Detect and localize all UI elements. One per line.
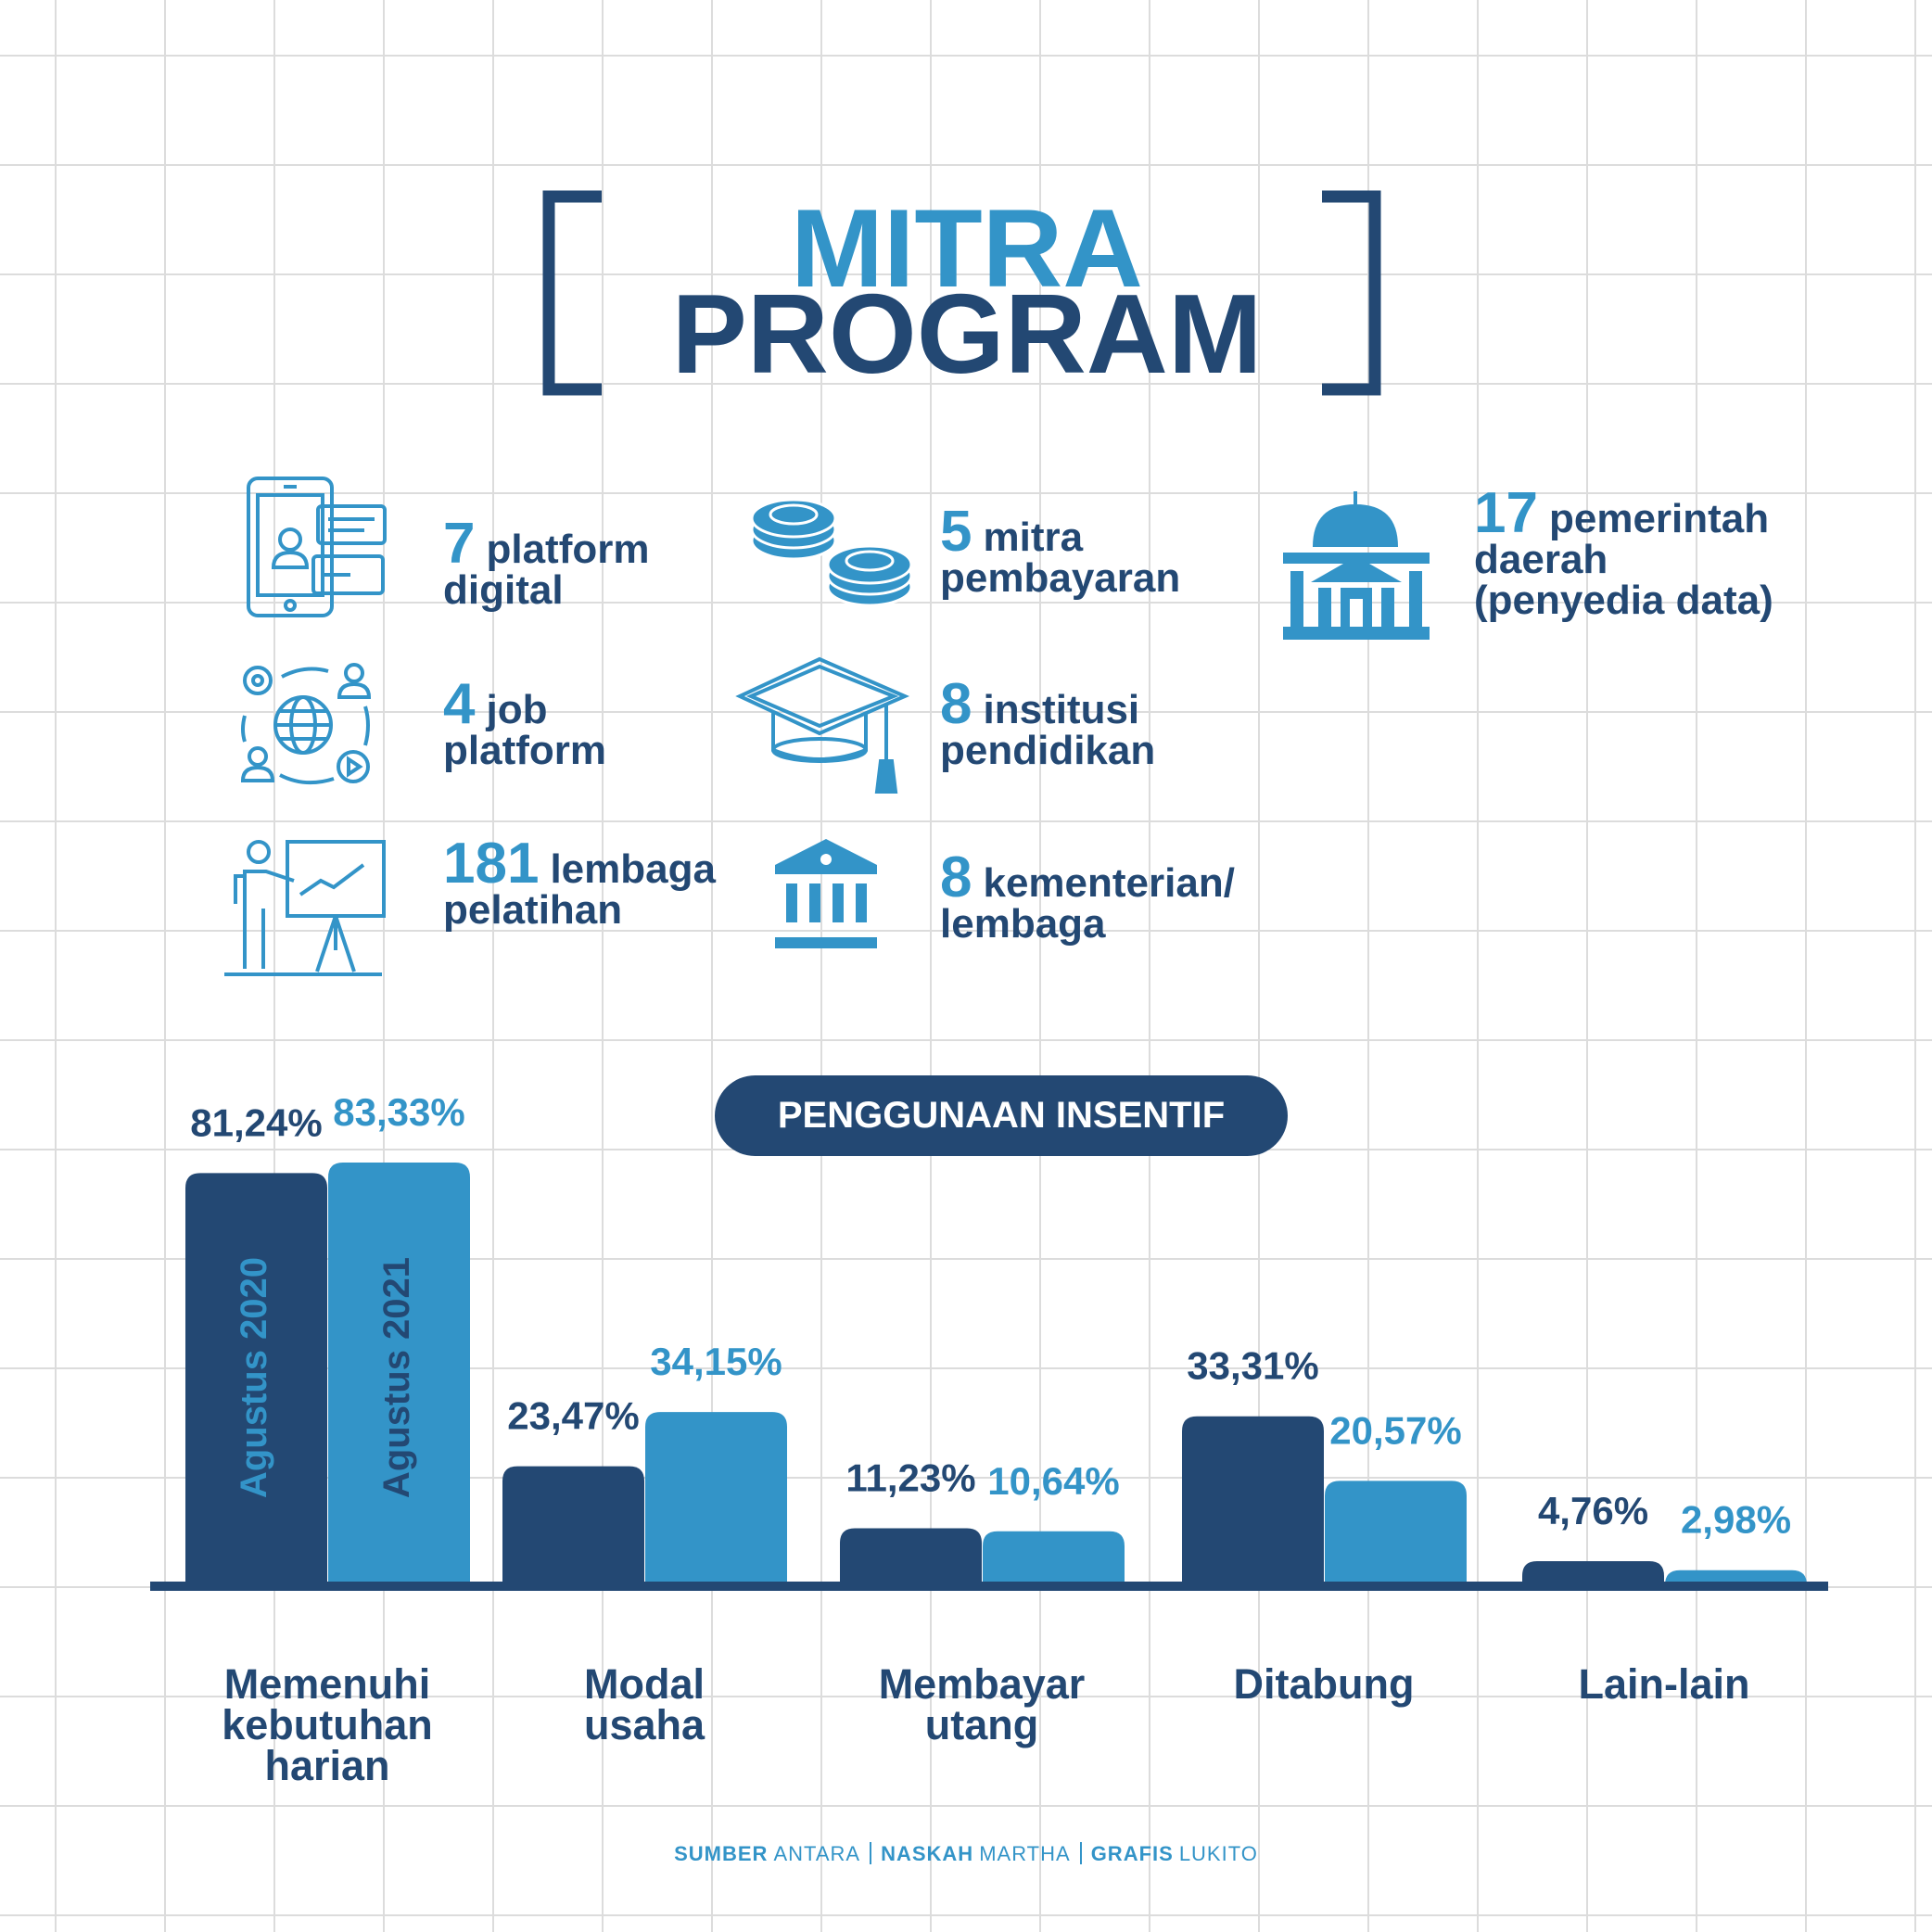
- bar: [645, 1412, 787, 1585]
- value-label: 11,23%: [845, 1456, 975, 1500]
- icon-cap: [735, 656, 910, 794]
- bar: [1182, 1416, 1324, 1585]
- partner-text: institusi pendidikan: [940, 687, 1156, 773]
- bar: [502, 1466, 644, 1585]
- legend-label: Agustus 2020: [234, 1257, 274, 1498]
- value-label: 10,64%: [987, 1459, 1119, 1503]
- baseline: [150, 1582, 1828, 1591]
- title-bottom: PROGRAM: [671, 271, 1262, 397]
- partner-number: 8: [940, 672, 972, 736]
- bar: [185, 1173, 327, 1585]
- partner-text: pemerintah daerah (penyedia data): [1474, 496, 1773, 623]
- partner-item: 5 mitra pembayaran: [940, 503, 1218, 601]
- footer-label: GRAFIS: [1090, 1842, 1174, 1865]
- partner-number: 4: [443, 672, 476, 736]
- chart-title: PENGGUNAAN INSENTIF: [715, 1075, 1288, 1156]
- title-top: MITRA: [791, 186, 1143, 311]
- bar: [840, 1528, 982, 1585]
- bar: [328, 1163, 470, 1585]
- footer-value: LUKITO: [1178, 1842, 1258, 1865]
- legend-label: Agustus 2021: [376, 1257, 417, 1498]
- partner-text: platform digital: [443, 527, 650, 613]
- value-label: 4,76%: [1538, 1489, 1648, 1532]
- footer-label: NASKAH: [881, 1842, 974, 1865]
- partner-number: 7: [443, 512, 476, 576]
- partner-number: 5: [940, 500, 972, 564]
- footer: SUMBER ANTARA NASKAH MARTHA GRAFIS LUKITO: [0, 1842, 1932, 1866]
- x-tick-label: Ditabung: [1233, 1660, 1415, 1708]
- value-label: 2,98%: [1681, 1498, 1791, 1542]
- footer-item: SUMBER ANTARA: [674, 1842, 860, 1866]
- partner-text: kementerian/ lembaga: [940, 860, 1235, 947]
- partner-item: 8 institusi pendidikan: [940, 676, 1237, 773]
- partner-item: 181 lembaga pelatihan: [443, 835, 716, 931]
- bar: [1665, 1570, 1807, 1585]
- partner-number: 181: [443, 832, 540, 896]
- separator: [1079, 1842, 1082, 1864]
- partner-number: 17: [1474, 481, 1538, 545]
- footer-label: SUMBER: [674, 1842, 769, 1865]
- partner-text: mitra pembayaran: [940, 515, 1181, 601]
- partner-item: 17 pemerintah daerah (penyedia data): [1474, 485, 1808, 623]
- x-tick-label: Memenuhi kebutuhan harian: [222, 1660, 433, 1789]
- icon-phone: [247, 477, 387, 617]
- value-label: 83,33%: [333, 1090, 464, 1134]
- value-label: 20,57%: [1329, 1408, 1461, 1452]
- partner-item: 8 kementerian/ lembaga: [940, 849, 1329, 947]
- icon-presenter: [224, 840, 386, 976]
- bar: [983, 1531, 1125, 1585]
- bar: [1325, 1481, 1467, 1585]
- footer-value: MARTHA: [979, 1842, 1071, 1865]
- value-label: 23,47%: [507, 1394, 639, 1438]
- icon-network: [240, 663, 372, 785]
- separator: [870, 1842, 872, 1864]
- footer-item: GRAFIS LUKITO: [1091, 1842, 1258, 1866]
- bracket: [1322, 190, 1381, 396]
- x-tick-label: Membayar utang: [878, 1660, 1086, 1748]
- partner-item: 7 platform digital: [443, 515, 721, 613]
- icon-capitol: [1283, 491, 1430, 640]
- bar: [1522, 1560, 1664, 1585]
- icon-coins: [750, 498, 913, 607]
- footer-item: NASKAH MARTHA: [881, 1842, 1071, 1866]
- partner-text: lembaga pelatihan: [443, 846, 716, 933]
- partner-number: 8: [940, 845, 972, 909]
- icon-bank: [775, 839, 877, 948]
- footer-value: ANTARA: [773, 1842, 861, 1865]
- value-label: 33,31%: [1187, 1344, 1318, 1388]
- x-tick-label: Lain-lain: [1578, 1660, 1750, 1708]
- partner-item: 4 job platform: [443, 676, 656, 773]
- bracket: [542, 190, 602, 396]
- x-tick-label: Modal usaha: [583, 1660, 705, 1748]
- partner-text: job platform: [443, 687, 606, 773]
- value-label: 81,24%: [190, 1100, 322, 1144]
- value-label: 34,15%: [650, 1340, 782, 1383]
